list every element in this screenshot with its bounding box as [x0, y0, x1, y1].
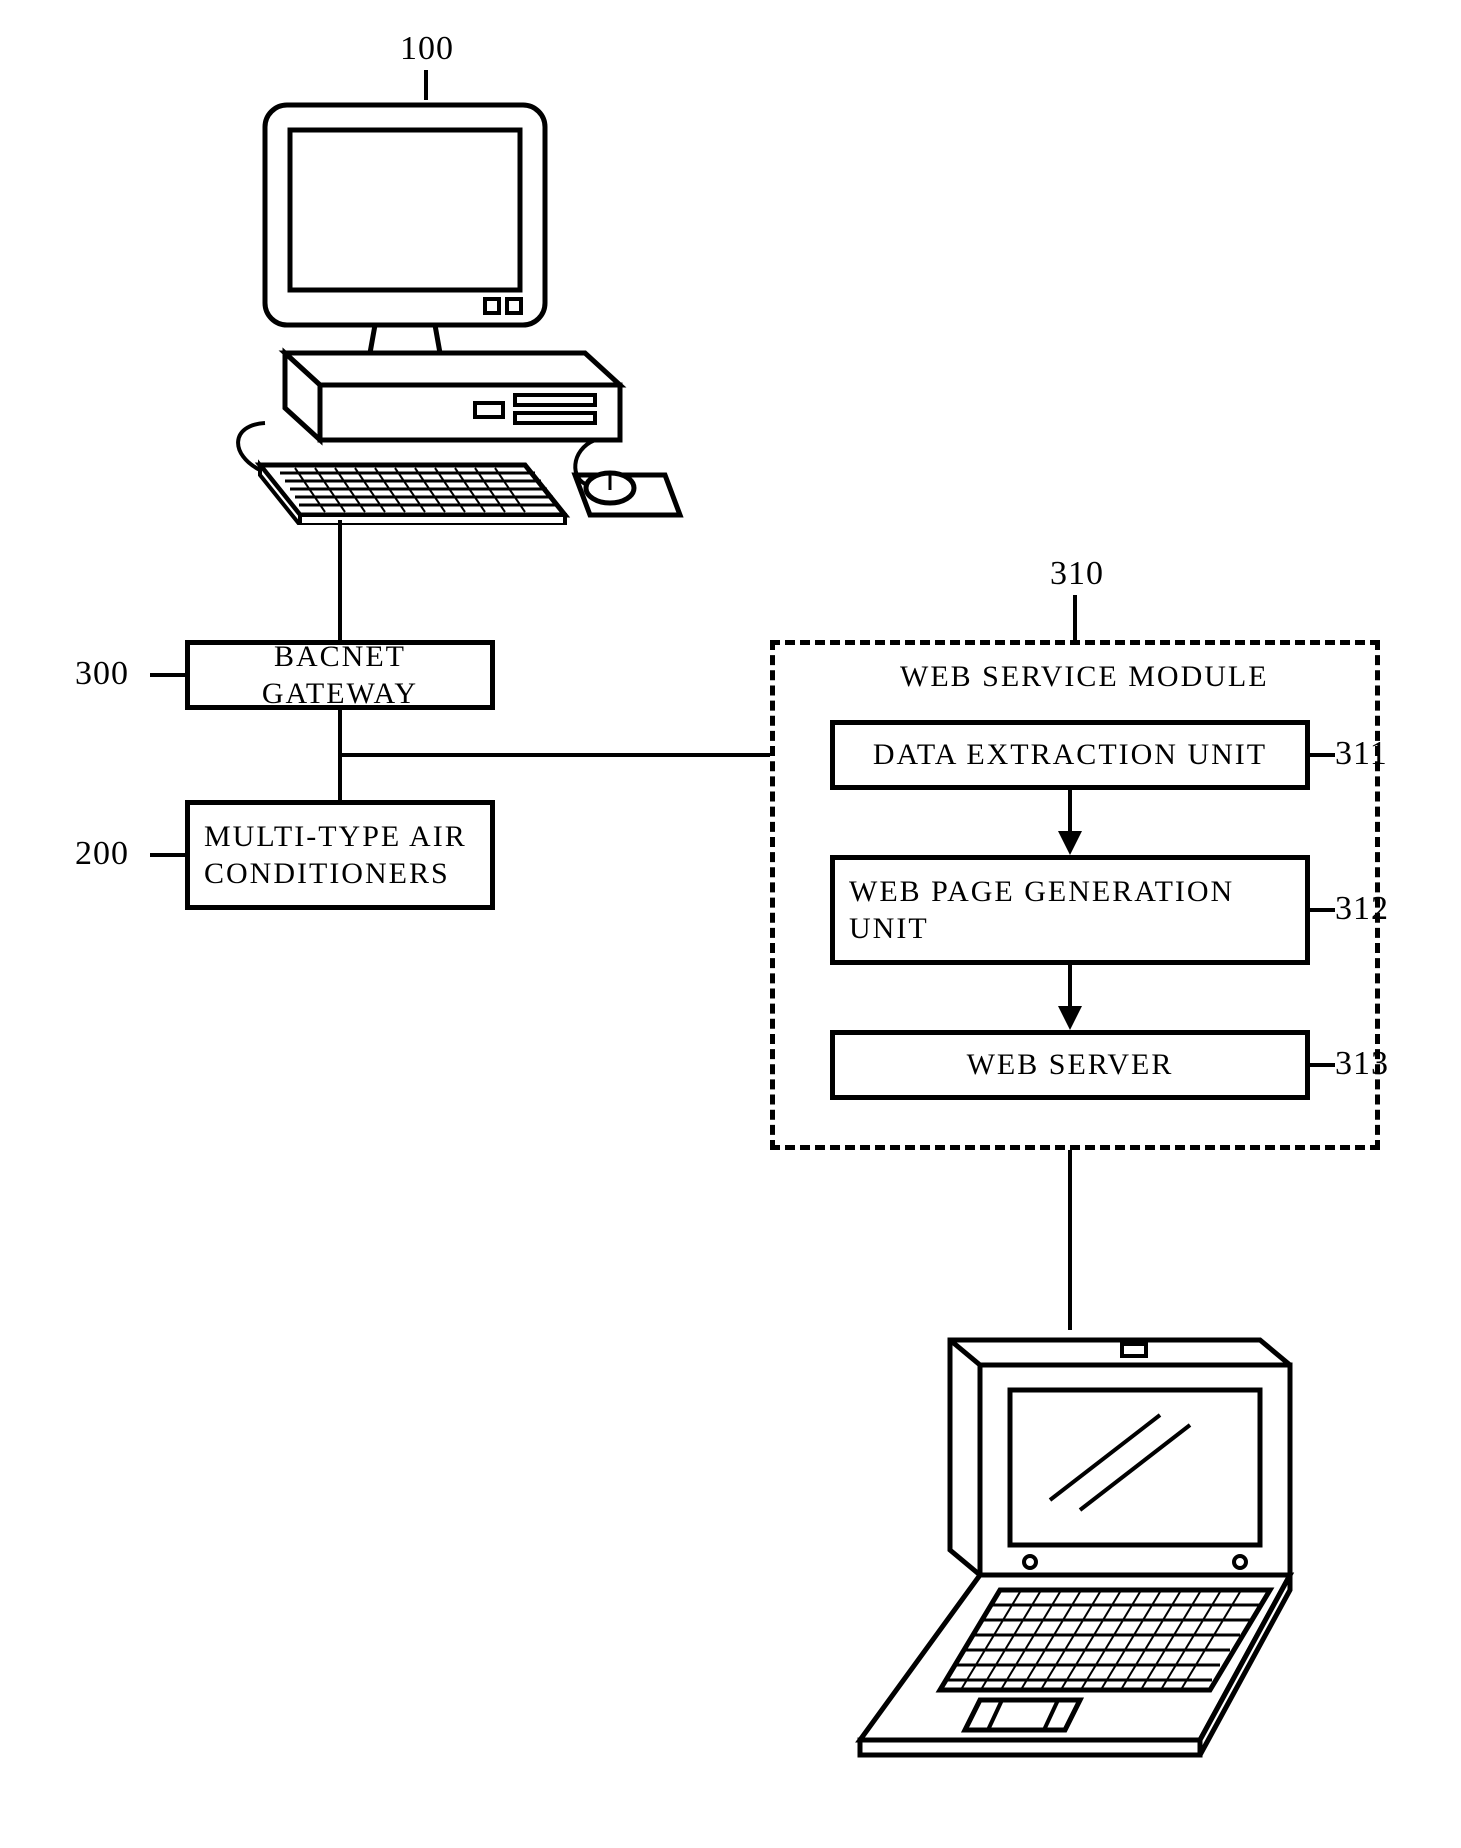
diagram-canvas: 100 — [0, 0, 1461, 1848]
line-to-module — [340, 753, 830, 757]
laptop-icon — [830, 1330, 1310, 1760]
ref-200: 200 — [75, 835, 129, 873]
ref-311: 311 — [1335, 735, 1388, 773]
desktop-computer-icon — [225, 95, 685, 525]
web-server-box: WEB SERVER — [830, 1030, 1310, 1100]
ref-312: 312 — [1335, 890, 1389, 928]
ref-200-tick — [150, 853, 185, 857]
arrow-2-line — [1068, 965, 1072, 1010]
arrow-1-head — [1058, 831, 1082, 855]
ref-311-tick — [1310, 753, 1335, 757]
ref-313-tick — [1310, 1063, 1335, 1067]
ref-300-tick — [150, 673, 185, 677]
ref-312-tick — [1310, 908, 1335, 912]
ref-300: 300 — [75, 655, 129, 693]
bacnet-gateway-label: BACNET GATEWAY — [204, 638, 476, 713]
multi-ac-box: MULTI-TYPE AIR CONDITIONERS — [185, 800, 495, 910]
ref-100: 100 — [400, 30, 454, 68]
ref-310: 310 — [1050, 555, 1104, 593]
bacnet-gateway-box: BACNET GATEWAY — [185, 640, 495, 710]
data-extraction-box: DATA EXTRACTION UNIT — [830, 720, 1310, 790]
line-server-to-laptop — [1068, 1150, 1072, 1330]
arrow-1-line — [1068, 790, 1072, 835]
multi-ac-label: MULTI-TYPE AIR CONDITIONERS — [204, 818, 467, 893]
web-page-gen-box: WEB PAGE GENERATION UNIT — [830, 855, 1310, 965]
web-service-module-title: WEB SERVICE MODULE — [900, 660, 1269, 694]
web-server-label: WEB SERVER — [967, 1046, 1174, 1084]
web-page-gen-label: WEB PAGE GENERATION UNIT — [849, 873, 1234, 948]
ref-310-tick — [1073, 595, 1077, 640]
ref-313: 313 — [1335, 1045, 1389, 1083]
data-extraction-label: DATA EXTRACTION UNIT — [873, 736, 1267, 774]
line-desktop-to-gateway — [338, 520, 342, 640]
arrow-2-head — [1058, 1006, 1082, 1030]
